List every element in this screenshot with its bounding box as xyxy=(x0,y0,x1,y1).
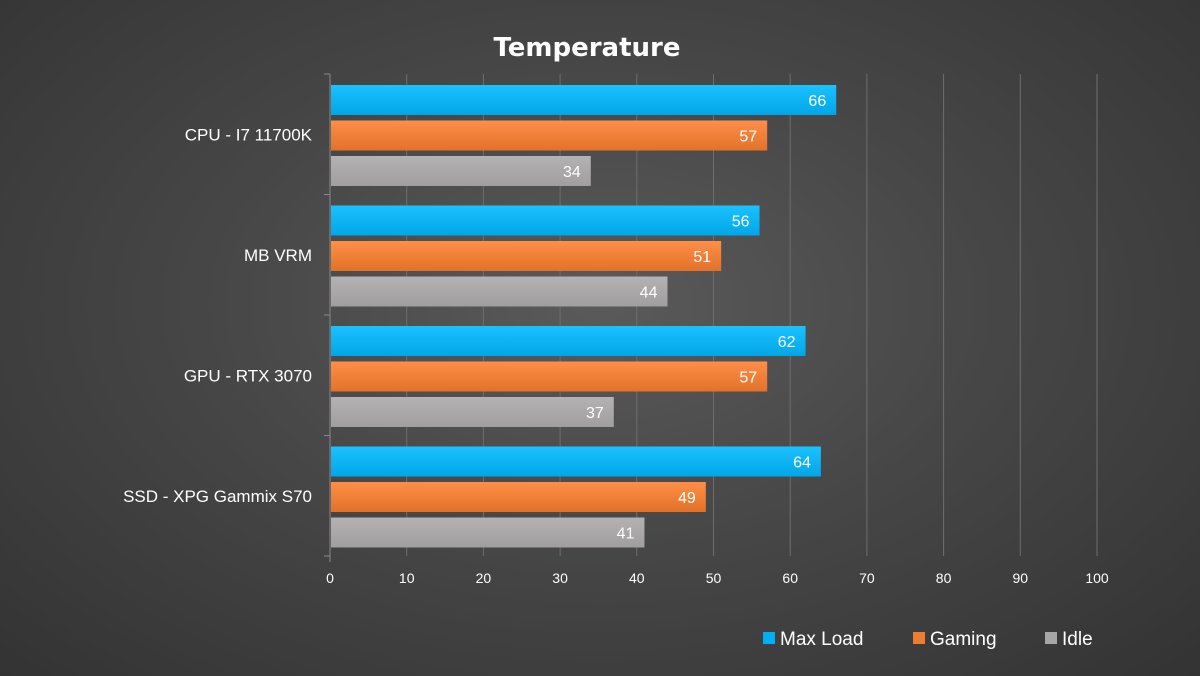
category-label-gpu-rtx-3070: GPU - RTX 3070 xyxy=(184,366,312,385)
bar-idle-mb-vrm xyxy=(331,276,668,307)
data-label-gaming-mb-vrm: 51 xyxy=(693,249,711,266)
legend-swatch-idle xyxy=(1045,632,1057,644)
data-label-idle-gpu-rtx-3070: 37 xyxy=(586,405,604,422)
x-tick-label: 50 xyxy=(706,570,722,586)
data-label-idle-ssd-xpg-gammix-s70: 41 xyxy=(617,526,635,543)
x-tick-label: 60 xyxy=(782,570,798,586)
chart-title: Temperature xyxy=(493,33,680,63)
data-label-gaming-gpu-rtx-3070: 57 xyxy=(739,370,757,387)
bar-max-load-ssd-xpg-gammix-s70 xyxy=(331,446,821,477)
bar-idle-ssd-xpg-gammix-s70 xyxy=(331,517,645,548)
bar-idle-gpu-rtx-3070 xyxy=(331,397,614,427)
data-label-idle-mb-vrm: 44 xyxy=(640,285,658,302)
bar-gaming-mb-vrm xyxy=(331,241,722,271)
bar-max-load-cpu-i7-11700k xyxy=(331,85,837,115)
x-tick-label: 10 xyxy=(399,570,415,586)
legend-label-max-load: Max Load xyxy=(780,629,863,650)
data-label-max-load-mb-vrm: 56 xyxy=(732,214,750,231)
data-label-max-load-ssd-xpg-gammix-s70: 64 xyxy=(793,455,811,472)
x-tick-label: 0 xyxy=(326,570,334,586)
data-label-max-load-cpu-i7-11700k: 66 xyxy=(808,93,826,110)
bar-max-load-mb-vrm xyxy=(331,205,760,236)
data-label-max-load-gpu-rtx-3070: 62 xyxy=(778,334,796,351)
category-label-mb-vrm: MB VRM xyxy=(244,246,312,265)
bar-idle-cpu-i7-11700k xyxy=(331,156,591,186)
x-tick-label: 80 xyxy=(936,570,952,586)
bar-gaming-ssd-xpg-gammix-s70 xyxy=(331,482,706,512)
bar-max-load-gpu-rtx-3070 xyxy=(331,326,806,356)
category-label-cpu-i7-11700k: CPU - I7 11700K xyxy=(185,125,313,144)
data-label-gaming-cpu-i7-11700k: 57 xyxy=(739,129,757,146)
x-tick-label: 40 xyxy=(629,570,645,586)
legend-label-gaming: Gaming xyxy=(930,629,997,650)
data-label-idle-cpu-i7-11700k: 34 xyxy=(563,164,581,181)
legend-swatch-gaming xyxy=(913,632,925,644)
x-tick-label: 70 xyxy=(859,570,875,586)
category-label-ssd-xpg-gammix-s70: SSD - XPG Gammix S70 xyxy=(123,487,312,506)
x-tick-label: 30 xyxy=(552,570,568,586)
x-tick-label: 100 xyxy=(1085,570,1109,586)
legend-label-idle: Idle xyxy=(1062,629,1093,650)
bar-gaming-gpu-rtx-3070 xyxy=(331,361,768,392)
x-tick-label: 90 xyxy=(1013,570,1029,586)
bar-gaming-cpu-i7-11700k xyxy=(331,120,768,151)
data-label-gaming-ssd-xpg-gammix-s70: 49 xyxy=(678,490,696,507)
x-tick-label: 20 xyxy=(476,570,492,586)
legend-swatch-max-load xyxy=(763,632,775,644)
